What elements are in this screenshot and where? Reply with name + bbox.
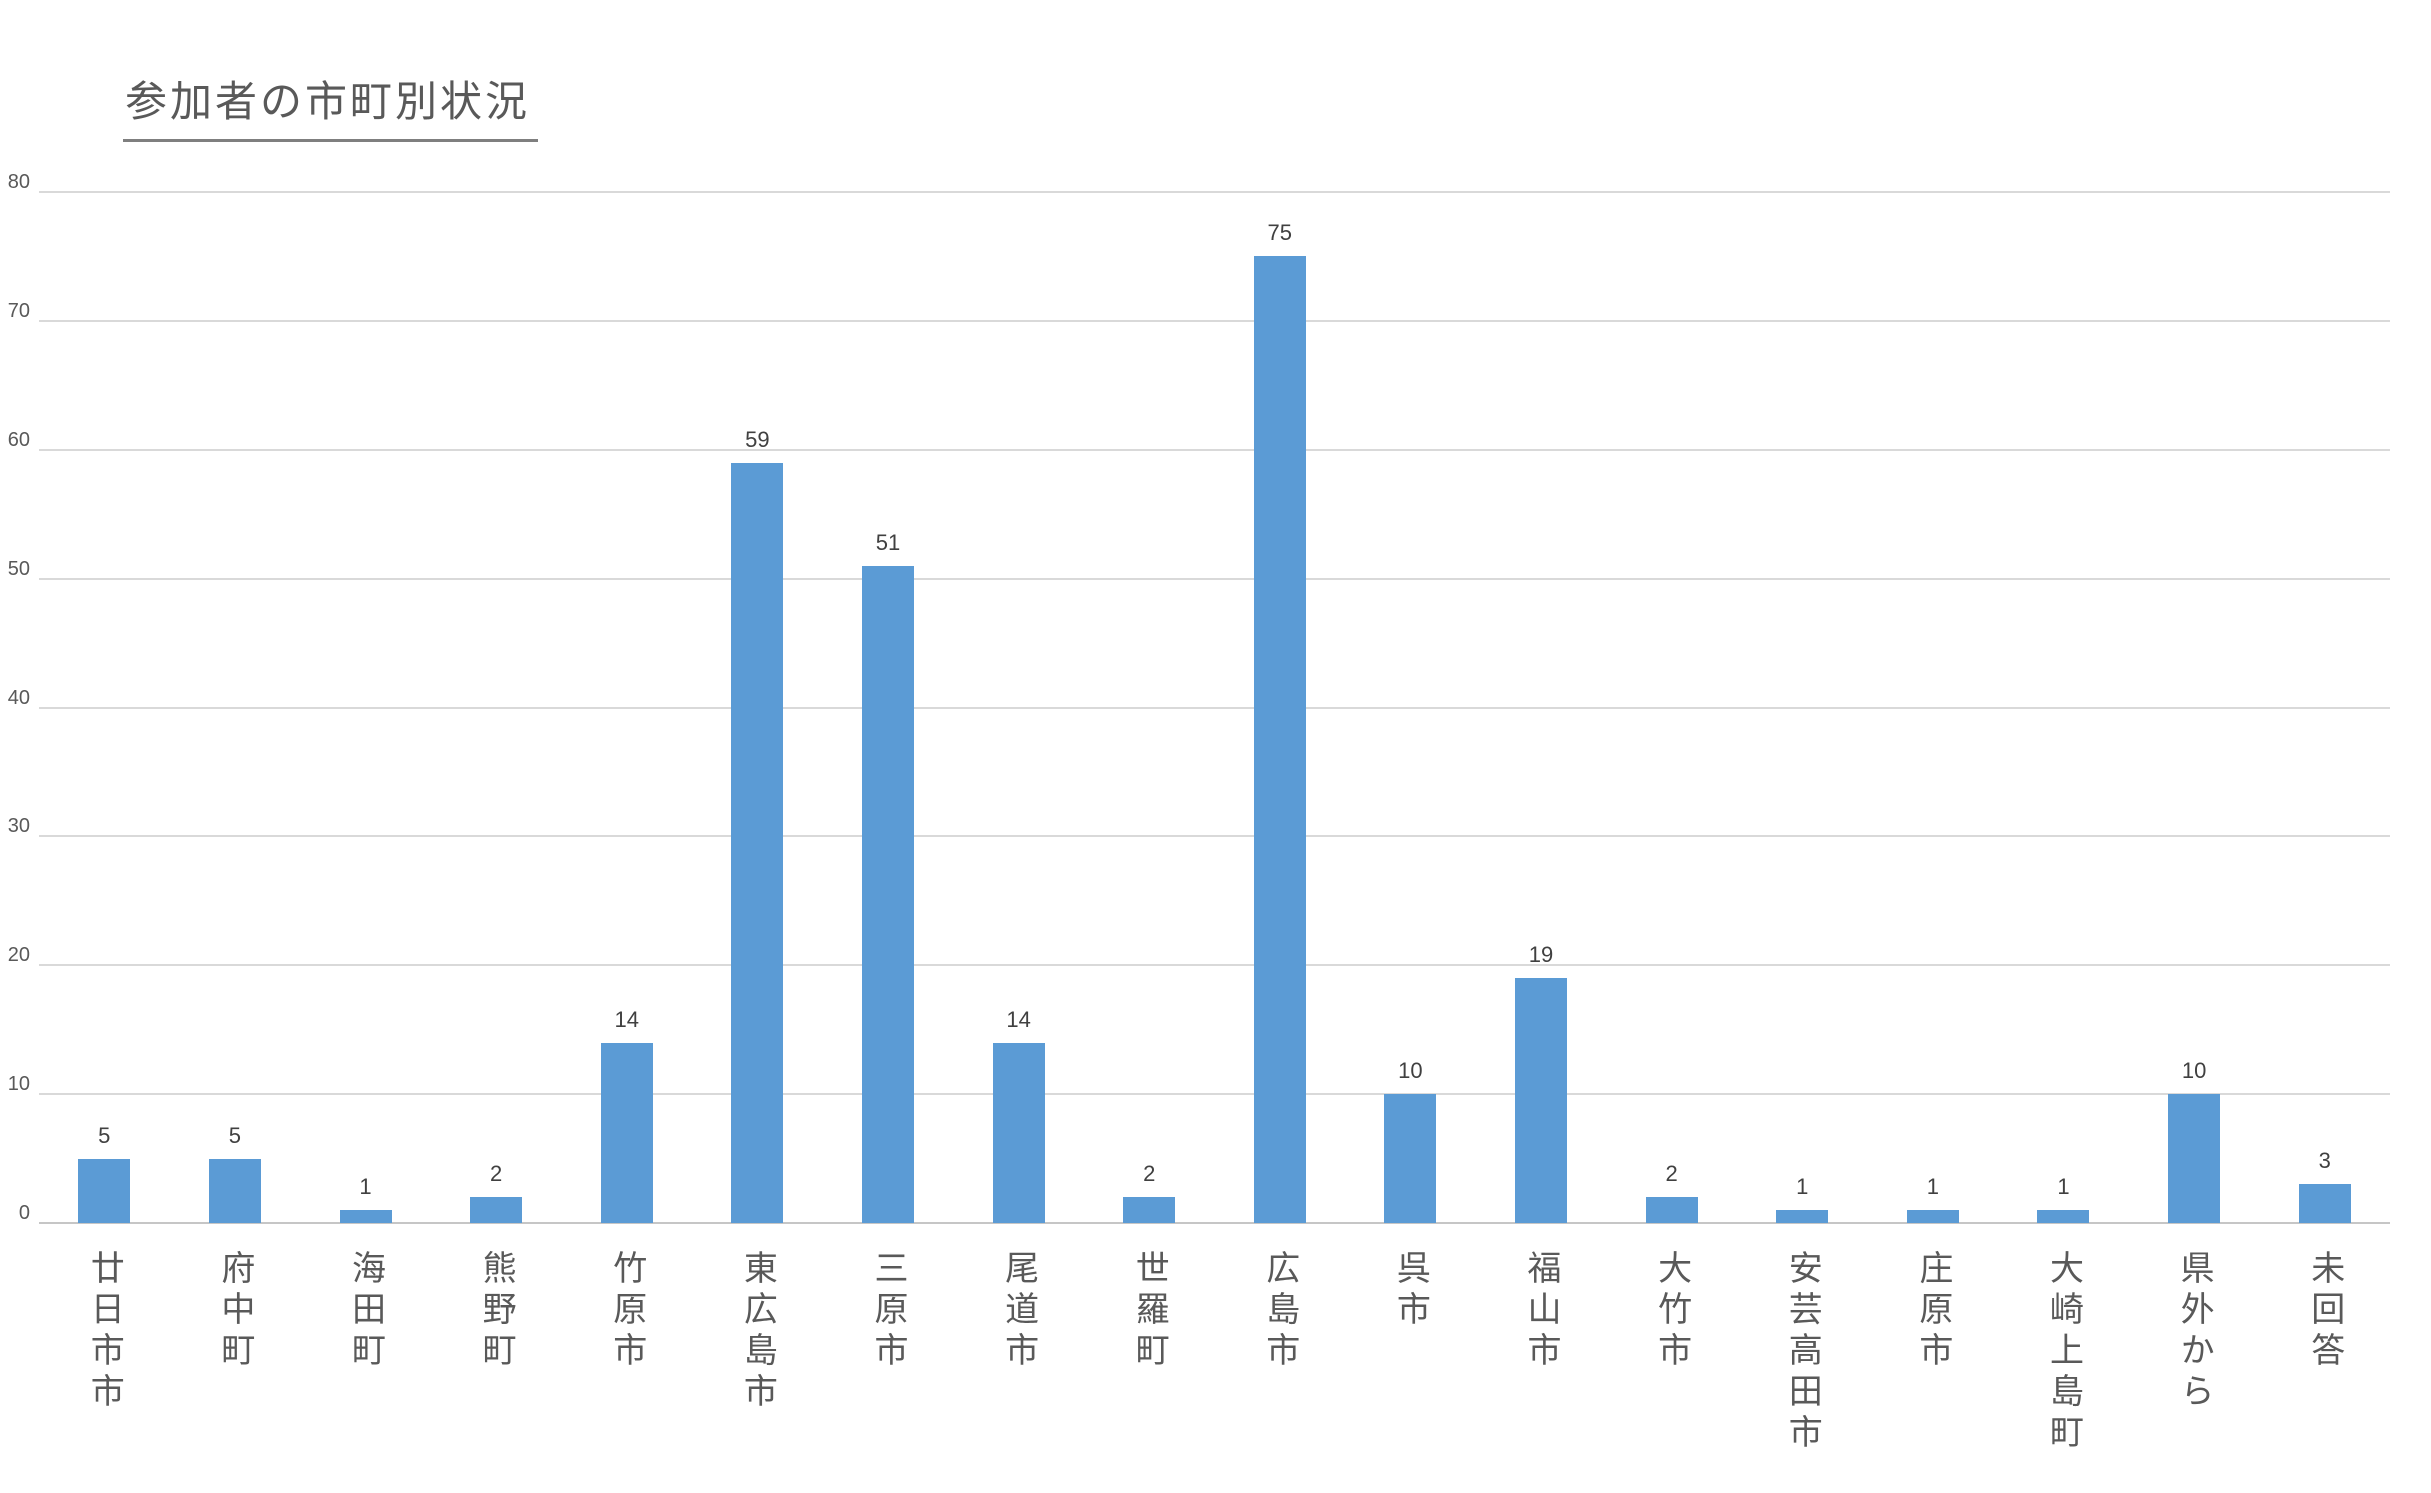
x-category-label: 庄原市: [1913, 1250, 1952, 1373]
bar: [1123, 1197, 1176, 1223]
bar-value-label: 10: [1398, 1058, 1423, 1084]
bar: [1384, 1094, 1437, 1223]
y-tick-label: 50: [7, 557, 30, 580]
x-category-label: 福山市: [1522, 1250, 1561, 1373]
bar-value-label: 14: [1006, 1006, 1031, 1032]
x-axis: 廿日市市 府中町 海田町 熊野町 竹原市 東広島市 三原市 尾道市 世羅町 広島市 呉市 福山市 大竹市…: [39, 1250, 2390, 1493]
bar-value-label: 1: [1926, 1174, 1939, 1200]
x-category-label: 県外から: [2175, 1250, 2214, 1414]
bar: [2168, 1094, 2221, 1223]
y-tick-label: 60: [7, 428, 30, 451]
y-tick-label: 70: [7, 299, 30, 322]
gridline: [39, 448, 2390, 451]
x-category-label: 大竹市: [1652, 1250, 1691, 1373]
bar: [861, 565, 914, 1223]
x-category-label: 尾道市: [999, 1250, 1038, 1373]
bar: [600, 1042, 653, 1223]
bar-value-label: 5: [98, 1122, 111, 1148]
x-category-label: 世羅町: [1130, 1250, 1169, 1373]
y-tick-label: 0: [18, 1202, 30, 1224]
y-tick-label: 80: [7, 171, 30, 193]
bar: [1906, 1210, 1959, 1223]
x-category-label: 熊野町: [477, 1250, 516, 1373]
x-category-label: 東広島市: [738, 1250, 777, 1414]
x-baseline: [39, 1222, 2390, 1224]
bar-value-label: 2: [490, 1161, 503, 1187]
x-category-label: 大崎上島町: [2044, 1250, 2083, 1455]
bar-value-label: 75: [1267, 220, 1293, 246]
gridline: [39, 1093, 2390, 1096]
y-tick-label: 30: [7, 815, 30, 838]
bar-value-label: 2: [1665, 1161, 1678, 1187]
bar: [1515, 978, 1568, 1223]
bar-value-label: 51: [875, 529, 901, 555]
x-category-label: 安芸高田市: [1783, 1250, 1822, 1455]
x-category-label: 三原市: [868, 1250, 907, 1373]
x-category-label: 広島市: [1260, 1250, 1299, 1373]
bar: [1776, 1210, 1829, 1223]
bar-value-label: 10: [2181, 1058, 2207, 1084]
bar-value-label: 5: [228, 1122, 242, 1148]
bar: [731, 462, 784, 1223]
gridline: [39, 964, 2390, 967]
bar: [2037, 1210, 2090, 1223]
bar-value-label: 19: [1528, 942, 1554, 968]
bar-value-label: 1: [359, 1174, 372, 1200]
y-tick-label: 20: [7, 944, 30, 967]
bar: [1645, 1197, 1698, 1223]
y-tick-label: 40: [7, 686, 30, 709]
bar-value-label: 59: [745, 426, 770, 452]
plot-area: 5 5 1 2 14 59 51 14 2 75 10 19 2 1 1 1 10 3: [39, 191, 2390, 1224]
y-tick-label: 10: [7, 1073, 30, 1096]
chart-title: 参加者の市町別状況: [123, 68, 539, 142]
bar: [2298, 1184, 2351, 1223]
bar-value-label: 1: [1796, 1174, 1809, 1200]
bar-value-label: 1: [2057, 1174, 2070, 1200]
bar-value-label: 3: [2318, 1148, 2331, 1174]
x-category-label: 未回答: [2305, 1250, 2344, 1373]
bar: [208, 1158, 261, 1223]
gridline: [39, 577, 2390, 580]
y-axis: 0 10 20 30 40 50 60 70 80: [0, 172, 30, 1224]
x-category-label: 海田町: [346, 1250, 385, 1373]
bar: [78, 1158, 131, 1223]
x-category-label: 府中町: [215, 1250, 254, 1373]
bar: [339, 1210, 392, 1223]
bar: [470, 1197, 523, 1223]
bar: [1253, 256, 1306, 1223]
x-category-label: 廿日市市: [85, 1250, 124, 1414]
bar-value-label: 14: [614, 1006, 639, 1032]
gridline: [39, 835, 2390, 838]
bar-value-label: 2: [1143, 1161, 1156, 1187]
bar: [992, 1042, 1045, 1223]
gridline: [39, 706, 2390, 709]
x-category-label: 呉市: [1391, 1250, 1430, 1332]
gridline: [39, 319, 2390, 322]
x-category-label: 竹原市: [607, 1250, 646, 1373]
gridline: [39, 191, 2390, 193]
